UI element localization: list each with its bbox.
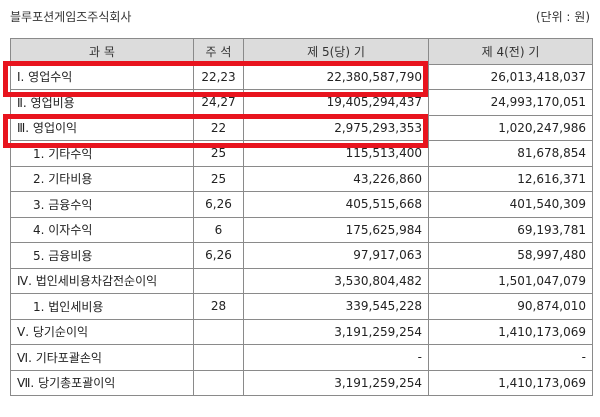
table-row: 2. 기타비용 25 43,226,860 12,616,371 [10, 165, 593, 192]
row-current-value: 43,226,860 [243, 165, 429, 192]
row-current-value: 22,380,587,790 [243, 63, 429, 90]
row-note: 6,26 [193, 191, 244, 218]
row-prior-value: 58,997,480 [428, 242, 593, 269]
row-prior-value: 12,616,371 [428, 165, 593, 192]
row-prior-value: 90,874,010 [428, 293, 593, 320]
row-note [193, 318, 244, 345]
unit-label: (단위 : 원) [535, 10, 590, 24]
row-item-label: Ⅵ. 기타포괄손익 [10, 344, 194, 371]
table-row: 1. 기타수익 25 115,513,400 81,678,854 [10, 140, 593, 167]
table-row: Ⅰ. 영업수익 22,23 22,380,587,790 26,013,418,037 [10, 63, 593, 90]
row-note: 28 [193, 293, 244, 320]
row-current-value: 97,917,063 [243, 242, 429, 269]
row-prior-value: 1,410,173,069 [428, 369, 593, 396]
table-row: Ⅱ. 영업비용 24,27 19,405,294,437 24,993,170,051 [10, 89, 593, 116]
row-current-value: 3,530,804,482 [243, 267, 429, 294]
row-item-label: 5. 금융비용 [10, 242, 194, 269]
row-prior-value: 401,540,309 [428, 191, 593, 218]
table-header-row: 과 목 주 석 제 5(당) 기 제 4(전) 기 [10, 38, 593, 65]
row-item-label: 2. 기타비용 [10, 165, 194, 192]
row-note: 25 [193, 165, 244, 192]
row-current-value: 19,405,294,437 [243, 89, 429, 116]
row-item-label: Ⅲ. 영업이익 [10, 114, 194, 141]
row-note [193, 344, 244, 371]
row-prior-value: 26,013,418,037 [428, 63, 593, 90]
table-row: Ⅳ. 법인세비용차감전순이익 3,530,804,482 1,501,047,079 [10, 267, 593, 294]
table-row: Ⅶ. 당기총포괄이익 3,191,259,254 1,410,173,069 [10, 369, 593, 396]
row-note: 6 [193, 216, 244, 243]
row-note: 6,26 [193, 242, 244, 269]
table-row: 1. 법인세비용 28 339,545,228 90,874,010 [10, 293, 593, 320]
table-row: 5. 금융비용 6,26 97,917,063 58,997,480 [10, 242, 593, 269]
row-item-label: Ⅶ. 당기총포괄이익 [10, 369, 194, 396]
table-row: Ⅵ. 기타포괄손익 - - [10, 344, 593, 371]
row-current-value: - [243, 344, 429, 371]
row-item-label: Ⅱ. 영업비용 [10, 89, 194, 116]
row-item-label: Ⅰ. 영업수익 [10, 63, 194, 90]
row-item-label: Ⅴ. 당기순이익 [10, 318, 194, 345]
row-note: 22 [193, 114, 244, 141]
row-item-label: 3. 금융수익 [10, 191, 194, 218]
column-header-item: 과 목 [10, 38, 194, 65]
row-current-value: 3,191,259,254 [243, 318, 429, 345]
row-current-value: 405,515,668 [243, 191, 429, 218]
row-note: 25 [193, 140, 244, 167]
row-current-value: 339,545,228 [243, 293, 429, 320]
row-prior-value: 1,501,047,079 [428, 267, 593, 294]
row-current-value: 2,975,293,353 [243, 114, 429, 141]
row-prior-value: 1,020,247,986 [428, 114, 593, 141]
table-row: 3. 금융수익 6,26 405,515,668 401,540,309 [10, 191, 593, 218]
row-note: 24,27 [193, 89, 244, 116]
table-row: Ⅴ. 당기순이익 3,191,259,254 1,410,173,069 [10, 318, 593, 345]
row-prior-value: 81,678,854 [428, 140, 593, 167]
row-item-label: 1. 법인세비용 [10, 293, 194, 320]
column-header-current: 제 5(당) 기 [243, 38, 429, 65]
row-prior-value: 69,193,781 [428, 216, 593, 243]
row-note [193, 267, 244, 294]
table-row: Ⅲ. 영업이익 22 2,975,293,353 1,020,247,986 [10, 114, 593, 141]
row-current-value: 115,513,400 [243, 140, 429, 167]
row-prior-value: - [428, 344, 593, 371]
row-current-value: 3,191,259,254 [243, 369, 429, 396]
row-prior-value: 24,993,170,051 [428, 89, 593, 116]
row-item-label: 4. 이자수익 [10, 216, 194, 243]
row-item-label: 1. 기타수익 [10, 140, 194, 167]
table-row: 4. 이자수익 6 175,625,984 69,193,781 [10, 216, 593, 243]
company-name: 블루포션게임즈주식회사 [10, 10, 132, 24]
column-header-note: 주 석 [193, 38, 244, 65]
column-header-prior: 제 4(전) 기 [428, 38, 593, 65]
row-note: 22,23 [193, 63, 244, 90]
row-prior-value: 1,410,173,069 [428, 318, 593, 345]
row-note [193, 369, 244, 396]
income-statement-table: 과 목 주 석 제 5(당) 기 제 4(전) 기 Ⅰ. 영업수익 22,23 22… [10, 38, 593, 396]
row-item-label: Ⅳ. 법인세비용차감전순이익 [10, 267, 194, 294]
row-current-value: 175,625,984 [243, 216, 429, 243]
